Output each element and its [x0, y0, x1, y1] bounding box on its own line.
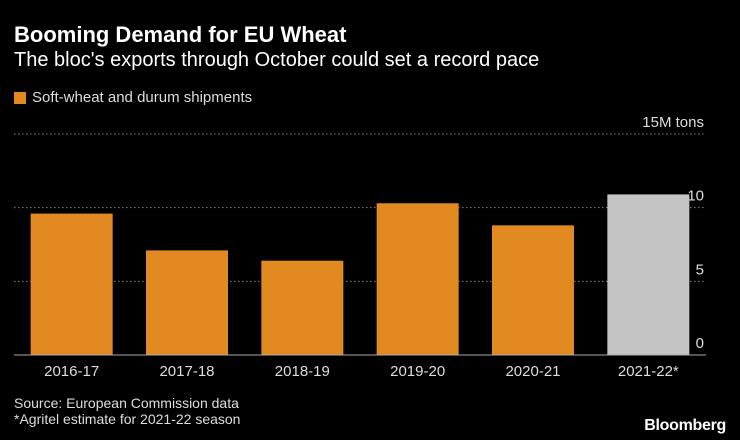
bar — [376, 203, 459, 355]
legend-swatch — [14, 91, 26, 104]
bar — [146, 250, 228, 355]
chart-subtitle: The bloc's exports through October could… — [14, 49, 540, 71]
bar — [607, 194, 690, 355]
x-tick-label: 2016-17 — [44, 363, 99, 380]
bar — [30, 213, 113, 355]
y-tick-label: 10 — [687, 188, 704, 205]
y-tick-label: 0 — [696, 335, 704, 352]
x-tick-label: 2017-18 — [159, 363, 214, 380]
legend-label: Soft-wheat and durum shipments — [32, 89, 253, 106]
x-tick-label: 2019-20 — [390, 363, 445, 380]
x-tick-label: 2020-21 — [505, 363, 560, 380]
bar — [492, 225, 574, 355]
bloomberg-logo: Bloomberg — [644, 417, 726, 434]
y-tick-label: 5 — [696, 261, 704, 278]
bar — [261, 260, 344, 355]
chart-title: Booming Demand for EU Wheat — [14, 22, 347, 47]
estimate-footnote: *Agritel estimate for 2021-22 season — [14, 411, 241, 427]
source-note: Source: European Commission data — [14, 395, 239, 411]
x-tick-label: 2021-22* — [618, 363, 679, 380]
legend: Soft-wheat and durum shipments — [14, 89, 252, 106]
x-tick-label: 2018-19 — [275, 363, 330, 380]
y-tick-label: 15M tons — [642, 114, 704, 131]
